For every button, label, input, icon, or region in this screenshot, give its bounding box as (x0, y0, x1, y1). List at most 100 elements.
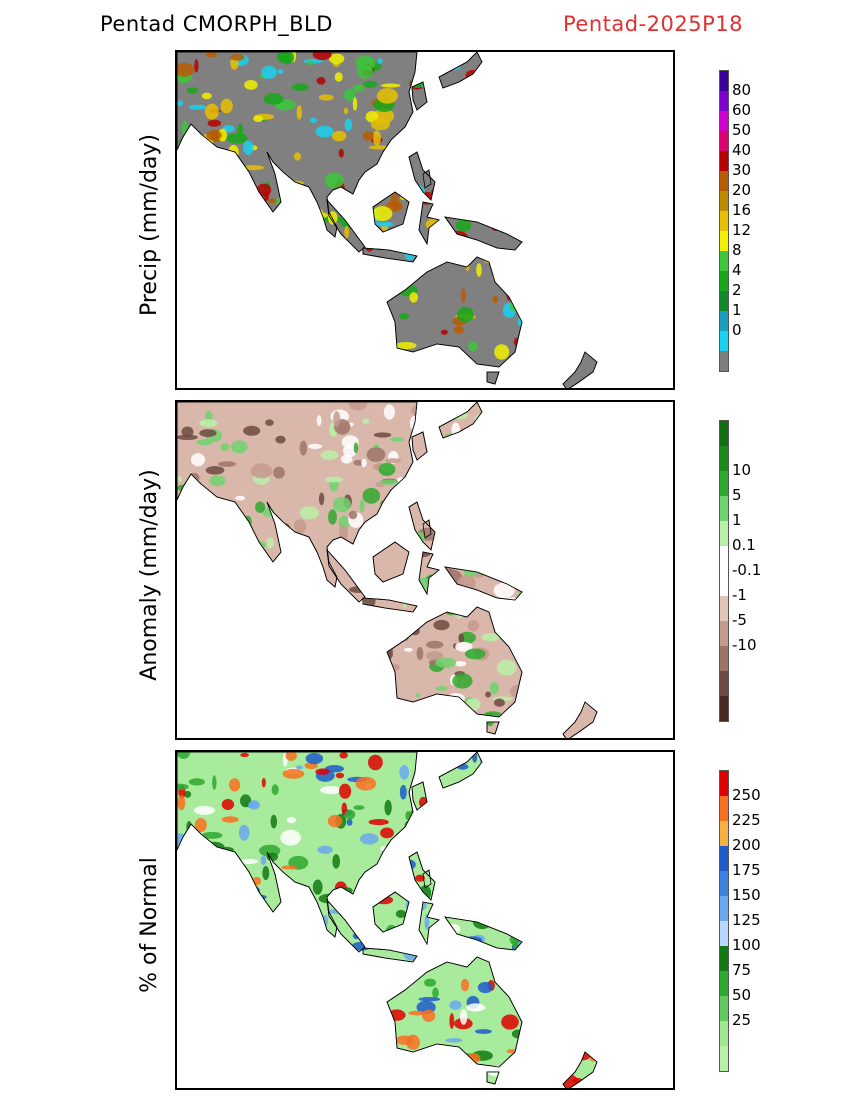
field-cell (262, 866, 270, 881)
field-cell (275, 435, 286, 444)
field-cell (273, 1055, 290, 1068)
field-cell (225, 993, 232, 1003)
field-cell (576, 815, 589, 826)
field-cell (329, 248, 345, 263)
field-cell (496, 463, 512, 469)
field-cell (519, 113, 534, 129)
anomaly-map-panel (175, 400, 675, 740)
colorbar-swatch (720, 696, 728, 721)
product-title: Pentad CMORPH_BLD (100, 12, 333, 36)
field-cell (286, 816, 296, 824)
field-cell (182, 997, 193, 1012)
field-cell (225, 239, 240, 245)
field-cell (223, 682, 241, 688)
colorbar-tick-label: 125 (732, 911, 761, 929)
field-cell (207, 600, 229, 608)
field-cell (314, 657, 321, 668)
field-cell (594, 819, 597, 827)
field-cell (314, 225, 321, 238)
field-cell (557, 354, 562, 367)
field-cell (356, 960, 371, 971)
field-cell (513, 644, 531, 658)
field-cell (368, 145, 391, 150)
field-cell (299, 440, 308, 456)
field-cell (177, 877, 198, 882)
field-cell (324, 765, 344, 773)
field-cell (299, 506, 319, 520)
field-cell (384, 799, 392, 816)
field-cell (266, 364, 282, 376)
field-cell (445, 1038, 463, 1043)
field-cell (552, 168, 571, 177)
coastline (177, 752, 418, 938)
field-cell (585, 314, 597, 328)
field-cell (601, 311, 610, 324)
field-cell (260, 334, 279, 339)
field-cell (507, 422, 527, 438)
field-cell (192, 915, 201, 925)
field-cell (385, 588, 390, 600)
field-cell (427, 775, 433, 788)
field-cell (371, 966, 385, 976)
field-cell (228, 144, 239, 160)
field-cell (462, 515, 471, 528)
field-cell (291, 924, 300, 938)
field-cell (353, 805, 365, 810)
field-cell (398, 313, 410, 320)
field-cell (203, 1026, 222, 1036)
field-cell (221, 290, 239, 303)
field-cell (327, 1078, 344, 1088)
field-cell (375, 294, 382, 309)
field-cell (404, 246, 416, 261)
field-cell (574, 1028, 591, 1036)
field-cell (447, 695, 458, 711)
field-cell (452, 673, 473, 689)
field-cell (522, 341, 540, 347)
field-cell (599, 89, 607, 104)
field-cell (540, 349, 551, 365)
field-cell (177, 891, 187, 900)
field-cell (581, 246, 597, 256)
field-cell (493, 198, 505, 213)
field-cell (433, 821, 452, 835)
field-cell (379, 609, 388, 624)
field-cell (465, 1072, 474, 1078)
field-cell (378, 462, 396, 476)
colorbar-swatch (720, 271, 728, 291)
field-cell (447, 693, 465, 704)
field-cell (177, 1065, 190, 1076)
field-cell (567, 165, 575, 175)
field-cell (553, 620, 569, 627)
field-cell (177, 555, 190, 570)
colorbar-swatch (720, 91, 728, 111)
colorbar-swatch (720, 521, 728, 546)
field-cell (529, 331, 546, 340)
field-cell (251, 280, 263, 288)
field-cell (483, 54, 494, 62)
field-cell (413, 481, 418, 490)
field-cell (205, 130, 222, 141)
field-cell (509, 299, 527, 312)
field-cell (324, 476, 344, 483)
field-cell (518, 691, 539, 707)
coastline (486, 1071, 500, 1085)
field-cell (226, 922, 237, 929)
field-cell (354, 272, 359, 288)
field-cell (370, 735, 387, 738)
field-cell (196, 1039, 205, 1045)
field-cell (396, 484, 411, 489)
field-cell (177, 737, 193, 738)
field-cell (566, 494, 573, 508)
field-cell (424, 110, 442, 118)
field-cell (594, 821, 597, 835)
field-cell (531, 1072, 548, 1085)
field-cell (203, 277, 212, 286)
field-cell (528, 1074, 534, 1084)
field-cell (518, 1047, 540, 1062)
field-cell (383, 404, 395, 420)
field-cell (344, 118, 352, 131)
field-cell (343, 716, 352, 725)
field-cell (212, 870, 226, 886)
field-cell (353, 442, 359, 454)
field-cell (285, 752, 297, 761)
